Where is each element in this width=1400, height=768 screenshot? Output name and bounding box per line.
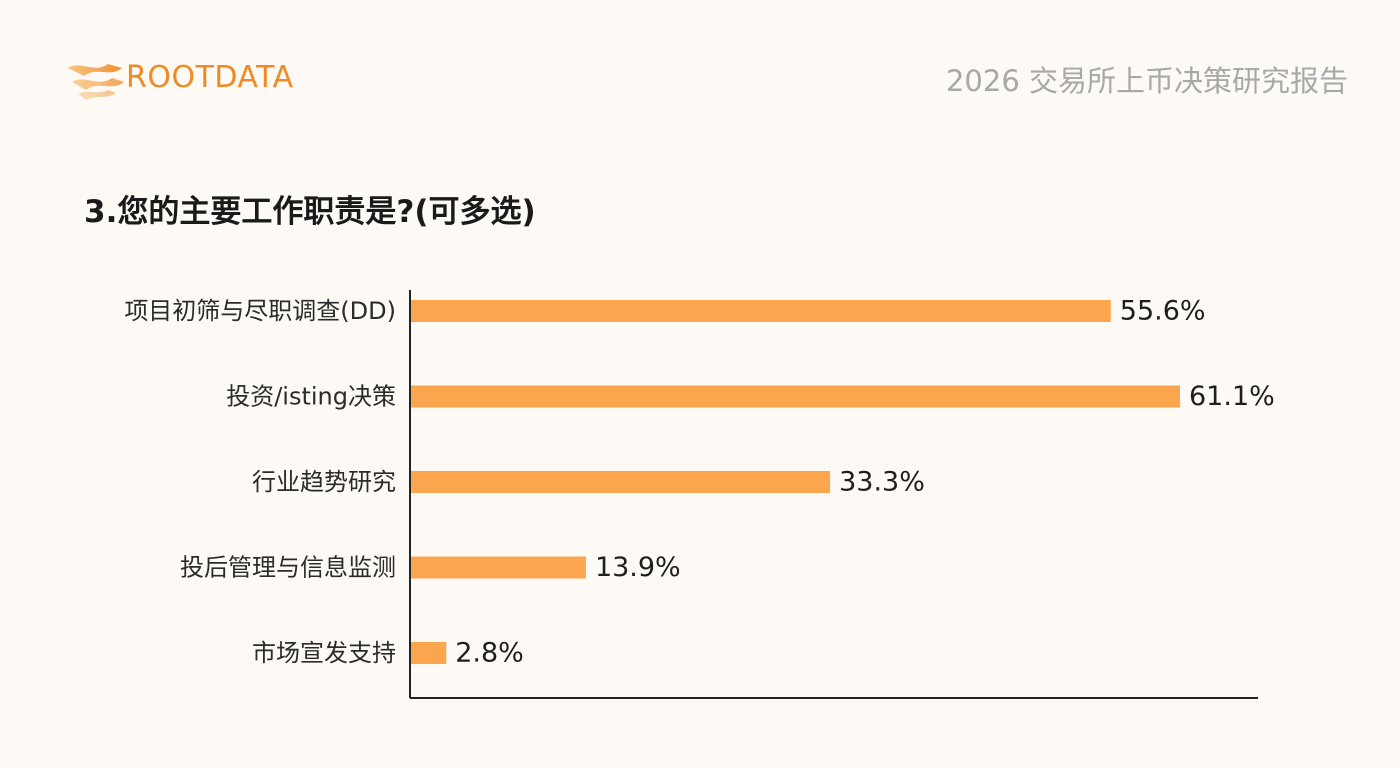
category-label: 投资/isting决策 <box>226 383 396 411</box>
value-label: 2.8% <box>455 638 524 669</box>
category-label: 市场宣发支持 <box>252 639 396 667</box>
bar <box>411 471 831 493</box>
bar <box>411 385 1180 408</box>
category-label: 行业趋势研究 <box>252 468 396 496</box>
value-label: 13.9% <box>595 552 681 583</box>
logo-text: ROOTDATA <box>126 60 294 95</box>
value-label: 61.1% <box>1189 381 1275 412</box>
category-label: 投后管理与信息监测 <box>180 554 396 582</box>
value-label: 55.6% <box>1120 296 1206 327</box>
question-title: 3.您的主要工作职责是?(可多选) <box>84 194 536 230</box>
rootdata-logo: ROOTDATA <box>64 52 294 104</box>
flag-logo-icon <box>68 64 124 100</box>
bar <box>411 556 586 579</box>
report-title: 2026 交易所上币决策研究报告 <box>945 64 1348 98</box>
category-label: 项目初筛与尽职调查(DD) <box>124 297 396 325</box>
bar <box>411 300 1111 322</box>
value-label: 33.3% <box>839 467 925 498</box>
bar <box>411 642 447 664</box>
